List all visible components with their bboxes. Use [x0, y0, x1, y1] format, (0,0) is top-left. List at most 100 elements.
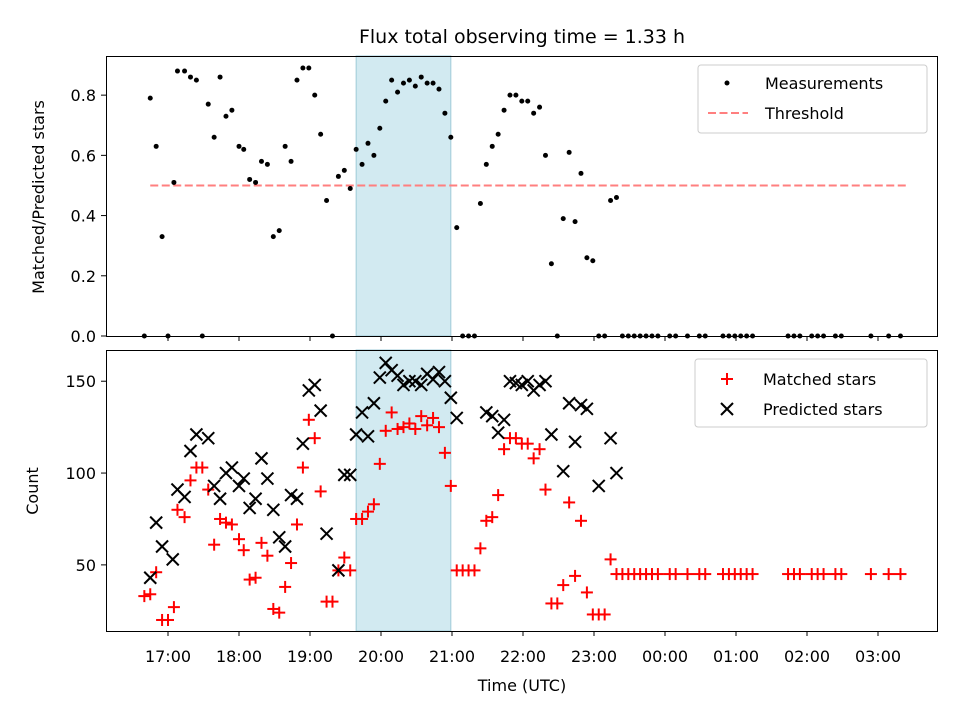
predicted-star-point	[308, 378, 322, 392]
matched-star-point	[403, 417, 416, 430]
x-tick-label: 17:00	[145, 647, 191, 666]
matched-star-point	[669, 568, 682, 581]
predicted-star-point	[426, 372, 440, 387]
matched-star-point	[138, 590, 151, 603]
measurement-point	[477, 201, 483, 207]
bottom-x-axis: 17:00 18:00 19:00 20:00 21:00 22:00 23:00 00:00…	[145, 631, 901, 666]
predicted-star-point	[438, 374, 452, 388]
predicted-star-point	[485, 409, 499, 423]
predicted-star-point	[237, 471, 251, 486]
matched-star-point	[498, 443, 511, 456]
predicted-star-point	[296, 436, 310, 451]
measurement-point	[525, 98, 531, 104]
x-tick-label: 18:00	[216, 647, 262, 666]
highlight-span-rect	[355, 55, 452, 337]
matched-star-point	[208, 538, 221, 551]
matched-star-point	[344, 564, 357, 577]
x-tick-label: 23:00	[571, 647, 617, 666]
bottom-highlight-span	[355, 349, 452, 632]
matched-star-point	[604, 553, 617, 566]
predicted-star-point	[349, 427, 363, 442]
matched-star-point	[835, 568, 848, 581]
matched-star-point	[314, 485, 327, 498]
predicted-star-point	[432, 365, 446, 379]
measurement-point	[590, 258, 596, 264]
matched-star-point	[864, 568, 877, 581]
predicted-star-point	[155, 539, 169, 554]
matched-star-point	[233, 533, 245, 546]
matched-star-point	[598, 608, 611, 621]
predicted-star-point	[355, 405, 369, 420]
measurement-point	[223, 113, 229, 119]
matched-star-point	[474, 542, 487, 555]
matched-star-point	[409, 422, 422, 435]
matched-star-point	[527, 452, 540, 465]
predicted-star-point	[266, 503, 281, 517]
matched-star-point	[162, 613, 174, 626]
predicted-star-point	[337, 468, 352, 482]
measurement-point	[442, 110, 448, 116]
matched-star-point	[492, 489, 505, 502]
bottom-y-axis-label: Count	[23, 467, 42, 515]
matched-star-point	[438, 446, 451, 459]
predicted-star-point	[556, 464, 570, 478]
top-chart-title: Flux total observing time = 1.33 h	[359, 26, 685, 48]
predicted-star-point	[361, 429, 375, 444]
measurement-point	[537, 104, 543, 110]
matched-star-point	[557, 579, 570, 592]
measurement-points	[141, 65, 903, 339]
predicted-star-point	[143, 571, 157, 585]
top-legend: Measurements Threshold	[697, 64, 928, 134]
legend-measurements-label: Measurements	[765, 74, 883, 93]
matched-star-point	[569, 569, 582, 582]
y-tick-label: 0.8	[71, 86, 96, 105]
matched-star-point	[273, 606, 286, 619]
measurement-point	[424, 80, 430, 86]
predicted-star-point	[515, 378, 529, 392]
matched-star-point	[509, 432, 522, 445]
measurement-point	[205, 101, 211, 107]
highlight-span-rect	[355, 349, 452, 632]
measurement-point	[341, 167, 347, 173]
measurement-point	[542, 152, 548, 158]
matched-star-point	[391, 422, 404, 435]
y-tick-label: 0.0	[71, 327, 96, 346]
measurement-point	[147, 95, 153, 101]
matched-star-points	[138, 406, 907, 626]
matched-star-point	[427, 411, 440, 424]
predicted-star-point	[201, 431, 215, 445]
measurement-point	[236, 143, 242, 149]
matched-star-point	[379, 424, 392, 437]
measurement-point	[288, 158, 294, 164]
measurement-point	[507, 92, 513, 98]
measurement-point	[613, 195, 619, 201]
measurement-point	[312, 92, 318, 98]
predicted-star-point	[603, 431, 618, 445]
measurement-point	[389, 77, 395, 83]
matched-star-point	[415, 410, 428, 423]
measurement-point	[241, 146, 247, 152]
matched-star-point	[219, 516, 232, 529]
measurement-point	[448, 134, 454, 140]
predicted-star-point	[373, 370, 387, 385]
predicted-star-point	[343, 468, 357, 482]
matched-star-point	[255, 536, 268, 549]
measurement-point	[282, 143, 288, 149]
matched-star-point	[699, 568, 712, 581]
predicted-star-point	[213, 492, 227, 506]
predicted-star-point	[390, 369, 405, 383]
measurement-point	[383, 98, 389, 104]
predicted-star-point	[149, 515, 163, 530]
predicted-star-point	[408, 374, 423, 388]
measurement-point	[513, 92, 519, 98]
matched-star-point	[521, 437, 534, 450]
measurement-point	[519, 98, 525, 104]
matched-star-point	[338, 551, 351, 564]
measurement-point	[371, 152, 377, 158]
measurement-point	[353, 146, 359, 152]
matched-star-point	[296, 461, 309, 474]
predicted-star-point	[568, 435, 582, 449]
measurement-point	[300, 65, 306, 71]
measurement-point	[578, 170, 584, 176]
matched-star-point	[882, 568, 895, 581]
